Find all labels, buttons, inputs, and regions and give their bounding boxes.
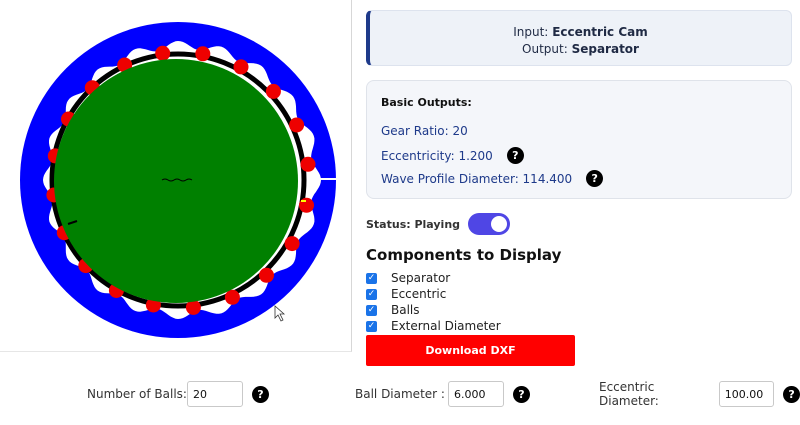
eccentric-diameter-input[interactable]: 100.00 [718,381,775,407]
center-mark [161,178,193,182]
wave-diameter-text: Wave Profile Diameter: 114.400 [381,171,573,186]
checkbox-external-diameter[interactable]: ✓ External Diameter [366,319,501,333]
checkbox-label: Eccentric [391,287,447,301]
wave-diameter-help-icon[interactable]: ? [586,170,604,187]
ball [284,236,300,252]
checkbox-label: Separator [391,271,451,285]
ball-diameter-label: Ball Diameter : [355,387,445,401]
checkbox-separator[interactable]: ✓ Separator [366,271,450,285]
ball [185,299,201,315]
number-of-balls-input[interactable]: 20 [186,381,243,407]
checkbox-check-icon[interactable]: ✓ [366,272,377,284]
eccentric-diameter-field: Eccentric Diameter: 100.00 ? [599,380,800,408]
ball-diameter-field: Ball Diameter : 6.000 ? [355,380,530,408]
eccentric-diameter-label: Eccentric Diameter: [599,380,659,408]
download-dxf-button[interactable]: Download DXF [366,335,575,366]
output-label: Output: [522,42,568,56]
number-of-balls-label: Number of Balls: [87,387,187,401]
eccentricity-text: Eccentricity: 1.200 [381,148,493,163]
eccentric-diameter-help-icon[interactable]: ? [783,385,800,403]
checkbox-check-icon[interactable]: ✓ [366,320,377,332]
ball [259,267,274,283]
checkbox-eccentric[interactable]: ✓ Eccentric [366,287,446,301]
components-title: Components to Display [366,246,562,264]
ball [224,289,240,305]
toggle-knob [491,216,508,232]
input-output-card: Input: Eccentric Cam Output: Separator [366,10,792,66]
gear-ratio-text: Gear Ratio: 20 [381,124,468,138]
ball [265,83,281,99]
ball [289,117,305,133]
eccentricity-help-icon[interactable]: ? [506,147,524,164]
play-toggle[interactable] [468,213,511,235]
wave-diameter-row: Wave Profile Diameter: 114.400 ? [381,170,604,187]
eccentric-cam [54,59,298,303]
black-tick-marker [67,220,78,225]
checkbox-label: External Diameter [391,319,501,333]
ball-diameter-help-icon[interactable]: ? [512,385,530,403]
ball [195,46,211,62]
ball [300,156,316,172]
ball [155,45,171,61]
checkbox-check-icon[interactable]: ✓ [366,288,377,300]
basic-outputs-card: Basic Outputs: Gear Ratio: 20 Eccentrici… [366,80,792,199]
status-label: Status: Playing [366,217,461,231]
checkbox-label: Balls [391,303,420,317]
output-value: Separator [571,42,639,56]
input-label: Input: [513,25,549,39]
gear-ratio-row: Gear Ratio: 20 [381,124,468,138]
mouse-cursor-icon [274,305,286,322]
mechanism-drawing [20,22,336,338]
separator-ring [49,51,307,309]
checkbox-balls[interactable]: ✓ Balls [366,303,420,317]
number-of-balls-field: Number of Balls: 20 ? [87,380,269,408]
input-value: Eccentric Cam [552,25,648,39]
ball-diameter-input[interactable]: 6.000 [447,381,504,407]
mechanism-canvas[interactable] [0,0,352,352]
ball [233,59,249,75]
eccentricity-row: Eccentricity: 1.200 ? [381,147,524,164]
checkbox-check-icon[interactable]: ✓ [366,304,377,316]
number-of-balls-help-icon[interactable]: ? [251,385,269,403]
status-row: Status: Playing [366,213,511,235]
basic-outputs-title: Basic Outputs: [381,96,472,109]
